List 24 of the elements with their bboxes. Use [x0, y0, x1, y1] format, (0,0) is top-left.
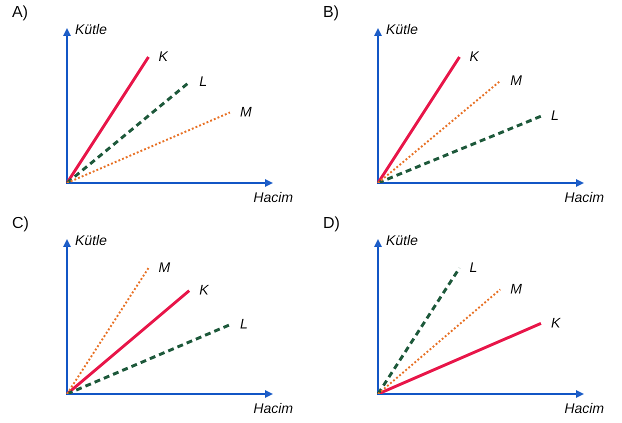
y-axis-title: Kütle	[75, 20, 108, 37]
series-label: K	[199, 282, 210, 298]
series-label: K	[158, 48, 168, 64]
series-label: L	[470, 258, 478, 275]
series-label: M	[510, 72, 522, 88]
series-label: L	[551, 107, 559, 124]
series-label: K	[470, 48, 480, 64]
y-axis-title: Kütle	[386, 232, 418, 248]
y-axis-title: Kütle	[386, 20, 418, 37]
x-axis-title: Hacim	[253, 188, 294, 205]
chart-title: B)	[323, 4, 339, 22]
series-label: L	[240, 316, 248, 332]
x-axis-title: Hacim	[253, 400, 294, 416]
x-axis-title: Hacim	[564, 400, 604, 416]
series-label: L	[199, 73, 208, 90]
chart-title: A)	[12, 4, 28, 22]
series-label: K	[551, 314, 561, 330]
series-label: M	[240, 103, 252, 120]
chart-title: D)	[323, 215, 340, 233]
series-label: M	[510, 280, 522, 296]
x-axis-title: Hacim	[564, 188, 604, 205]
series-label: M	[158, 258, 170, 275]
chart-title: C)	[12, 215, 29, 233]
y-axis-title: Kütle	[75, 232, 108, 248]
